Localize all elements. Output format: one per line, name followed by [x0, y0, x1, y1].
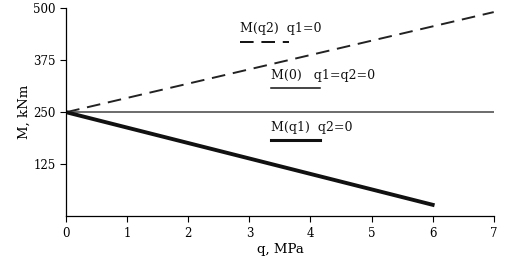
Text: M(q2)  q1=0: M(q2) q1=0 [240, 22, 322, 35]
Text: M(0)   q1=q2=0: M(0) q1=q2=0 [271, 69, 375, 82]
Text: M(q1)  q2=0: M(q1) q2=0 [271, 121, 352, 134]
Y-axis label: M, kNm: M, kNm [17, 85, 31, 139]
X-axis label: q, MPa: q, MPa [257, 243, 303, 256]
